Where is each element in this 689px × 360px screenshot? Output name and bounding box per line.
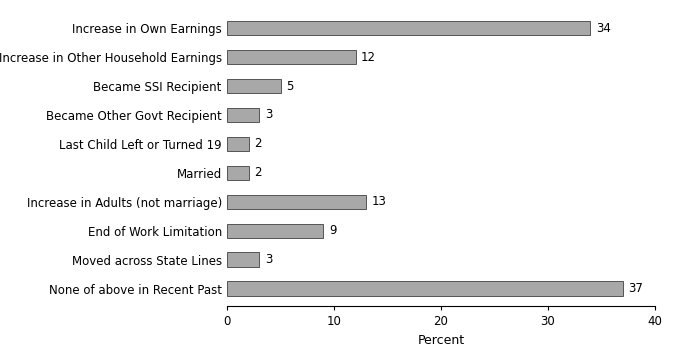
Text: 9: 9	[329, 224, 336, 237]
Text: 5: 5	[286, 80, 294, 93]
Text: 3: 3	[265, 253, 272, 266]
Bar	[227, 21, 590, 35]
Bar	[227, 166, 249, 180]
Text: 2: 2	[254, 166, 262, 179]
Bar	[227, 194, 367, 209]
X-axis label: Percent: Percent	[418, 334, 464, 347]
Bar	[227, 282, 623, 296]
Text: 3: 3	[265, 108, 272, 121]
Text: 37: 37	[628, 282, 643, 295]
Text: 34: 34	[596, 22, 610, 35]
Bar	[227, 224, 324, 238]
Bar	[227, 137, 249, 151]
Bar	[227, 252, 259, 267]
Bar	[227, 108, 259, 122]
Text: 13: 13	[371, 195, 387, 208]
Text: 2: 2	[254, 138, 262, 150]
Bar	[227, 79, 281, 93]
Bar	[227, 50, 356, 64]
Text: 12: 12	[361, 51, 376, 64]
